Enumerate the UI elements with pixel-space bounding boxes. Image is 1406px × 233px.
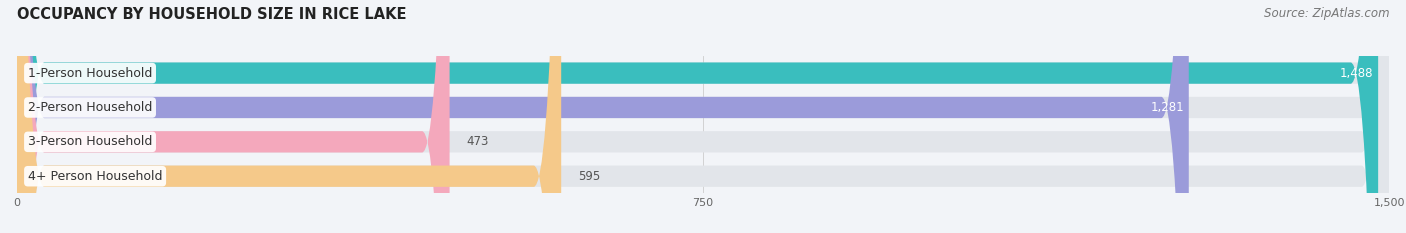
Text: 473: 473: [465, 135, 488, 148]
Text: 1,488: 1,488: [1340, 67, 1374, 80]
Text: OCCUPANCY BY HOUSEHOLD SIZE IN RICE LAKE: OCCUPANCY BY HOUSEHOLD SIZE IN RICE LAKE: [17, 7, 406, 22]
FancyBboxPatch shape: [17, 0, 1378, 233]
FancyBboxPatch shape: [17, 0, 1389, 233]
FancyBboxPatch shape: [17, 0, 1389, 233]
Text: Source: ZipAtlas.com: Source: ZipAtlas.com: [1264, 7, 1389, 20]
FancyBboxPatch shape: [17, 0, 1389, 233]
FancyBboxPatch shape: [17, 0, 1389, 233]
Text: 595: 595: [578, 170, 600, 183]
Text: 1,281: 1,281: [1150, 101, 1184, 114]
Text: 3-Person Household: 3-Person Household: [28, 135, 152, 148]
Text: 4+ Person Household: 4+ Person Household: [28, 170, 162, 183]
FancyBboxPatch shape: [17, 0, 561, 233]
FancyBboxPatch shape: [17, 0, 450, 233]
Text: 2-Person Household: 2-Person Household: [28, 101, 152, 114]
FancyBboxPatch shape: [17, 0, 1189, 233]
Text: 1-Person Household: 1-Person Household: [28, 67, 152, 80]
